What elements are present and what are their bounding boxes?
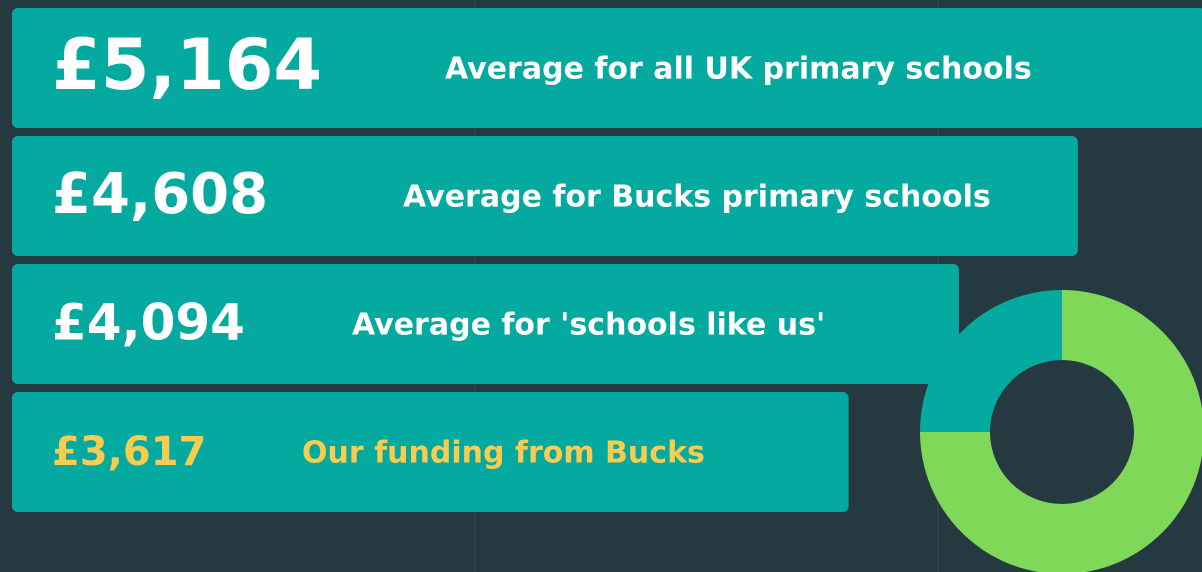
bar <box>12 8 1202 128</box>
value-label: £5,164 <box>52 24 322 106</box>
bar <box>12 136 1078 256</box>
category-label: Average for 'schools like us' <box>352 308 825 343</box>
donut-segment <box>920 290 1202 572</box>
category-label: Average for Bucks primary schools <box>403 180 991 215</box>
bar <box>12 392 849 512</box>
category-label: Average for all UK primary schools <box>445 52 1032 87</box>
donut-segment <box>920 290 1062 432</box>
category-label: Our funding from Bucks <box>302 436 705 471</box>
bar <box>12 264 959 384</box>
value-label: £4,094 <box>52 294 245 352</box>
value-label: £3,617 <box>52 429 206 475</box>
value-label: £4,608 <box>52 162 268 227</box>
